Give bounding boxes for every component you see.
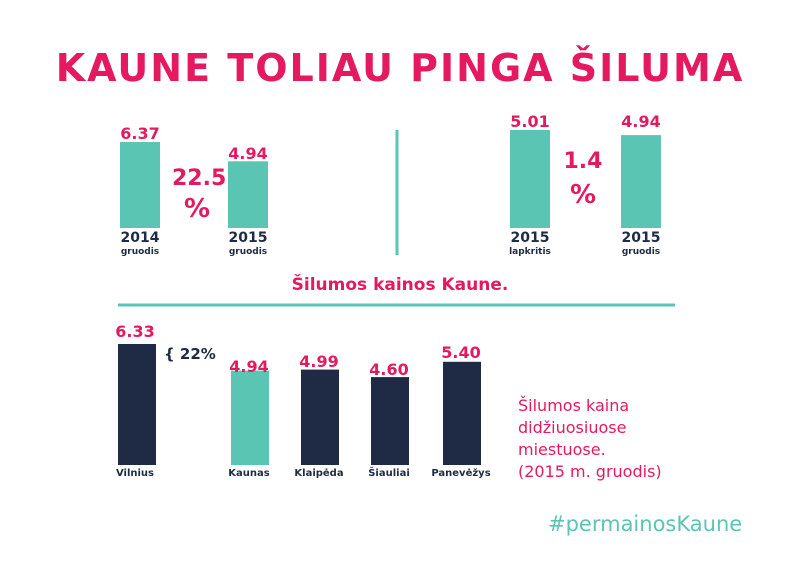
category-label-panevezys: Panevėžys — [431, 468, 491, 479]
bar-panevezys — [443, 361, 481, 465]
bar-2015-dec-left — [228, 161, 268, 228]
value-label-2015-dec-right: 4.94 — [621, 112, 661, 131]
change-unit-left: % — [183, 194, 211, 224]
hashtag: #permainosKaune — [548, 512, 743, 536]
value-label-kaunas: 4.94 — [229, 357, 269, 376]
value-label-klaipeda: 4.99 — [299, 352, 339, 371]
category-label-vilnius: Vilnius — [115, 468, 155, 479]
year-label-2015-nov: 2015 — [510, 230, 550, 246]
cities-caption-line-2: didžiuosiuose — [518, 418, 627, 437]
month-label-2015-dec-left: gruodis — [228, 247, 268, 257]
bar-kaunas — [231, 370, 269, 465]
bar-klaipeda — [301, 369, 339, 465]
category-label-siauliai: Šiauliai — [368, 468, 410, 479]
bar-siauliai — [371, 377, 409, 465]
year-label-2015-left: 2015 — [228, 230, 268, 246]
value-label-2015-nov: 5.01 — [510, 112, 550, 131]
cities-caption-line-4: (2015 m. gruodis) — [518, 462, 662, 481]
page-title: KAUNE TOLIAU PINGA ŠILUMA — [55, 46, 745, 90]
year-label-2014: 2014 — [120, 230, 160, 246]
cities-caption-line-1: Šilumos kaina — [518, 396, 630, 415]
section-caption: Šilumos kainos Kaune. — [291, 275, 509, 295]
bracket-note: { 22% — [164, 345, 216, 363]
category-label-kaunas: Kaunas — [228, 468, 270, 479]
change-unit-right: % — [569, 180, 597, 210]
bar-2014-dec — [120, 142, 160, 228]
bars-layer — [118, 130, 661, 465]
year-label-2015-right: 2015 — [621, 230, 661, 246]
value-label-2014-dec: 6.37 — [120, 124, 160, 143]
change-number-right: 1.4 — [563, 149, 603, 174]
bar-2015-nov — [510, 130, 550, 228]
cities-caption-line-3: miestuose. — [518, 440, 606, 459]
change-number-left: 22.5 — [172, 166, 227, 191]
value-label-vilnius: 6.33 — [115, 322, 155, 341]
value-label-siauliai: 4.60 — [369, 360, 409, 379]
bar-2015-dec-right — [621, 135, 661, 228]
value-label-2015-dec-left: 4.94 — [228, 144, 268, 163]
value-label-panevezys: 5.40 — [441, 343, 481, 362]
month-label-2014-dec: gruodis — [120, 247, 160, 257]
bar-vilnius — [118, 344, 156, 465]
month-label-2015-nov: lapkritis — [509, 247, 551, 257]
category-label-klaipeda: Klaipėda — [294, 468, 344, 479]
month-label-2015-dec-right: gruodis — [621, 247, 661, 257]
